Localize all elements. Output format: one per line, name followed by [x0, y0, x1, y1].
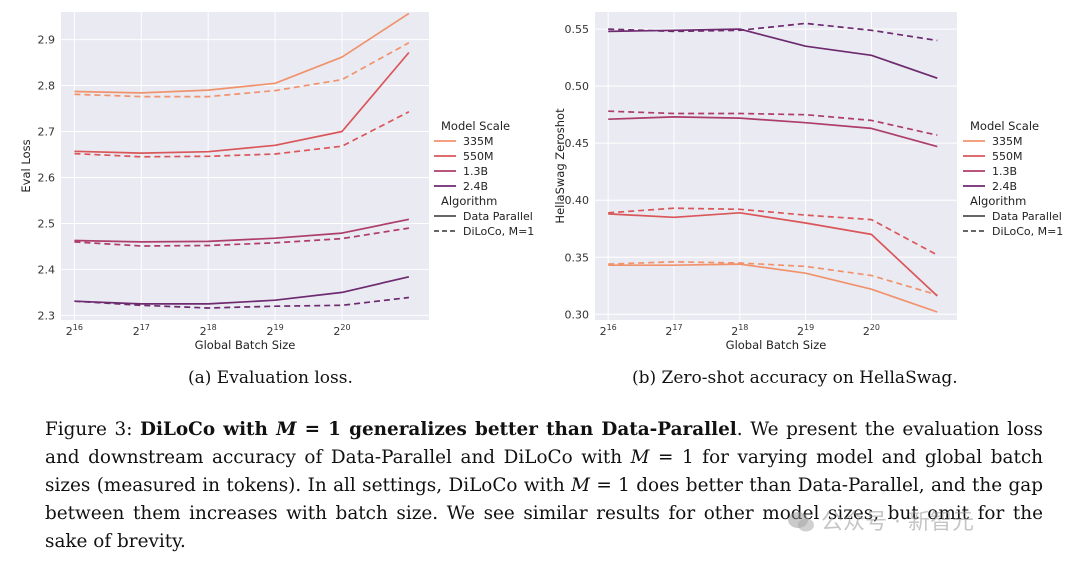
- subcaption-b: (b) Zero-shot accuracy on HellaSwag.: [632, 368, 958, 388]
- figure-caption: Figure 3: DiLoCo with M = 1 generalizes …: [45, 416, 1043, 556]
- y-tick-label: 2.7: [38, 126, 56, 139]
- series-line-335M-diloco: [74, 42, 410, 98]
- x-tick-label: 220: [333, 323, 350, 338]
- x-tick-label: 217: [665, 323, 682, 338]
- y-tick-label: 2.8: [38, 80, 56, 93]
- legend-item: 2.4B: [992, 180, 1017, 193]
- y-tick-label: 0.55: [565, 23, 590, 36]
- caption-bold-2: generalizes better than Data-Parallel: [349, 419, 737, 440]
- x-tick-label: 216: [600, 323, 617, 338]
- x-tick-label: 219: [797, 323, 814, 338]
- y-tick-label: 2.9: [38, 34, 56, 47]
- wechat-icon: [788, 512, 814, 532]
- series-line-1.3B-diloco: [608, 110, 938, 137]
- caption-math-rest-1: = 1: [649, 447, 694, 468]
- x-axis-label: Global Batch Size: [726, 338, 827, 352]
- y-tick-label: 0.30: [565, 308, 590, 321]
- figure-label: Figure 3:: [45, 419, 133, 440]
- y-tick-label: 0.45: [565, 137, 590, 150]
- x-tick-label: 218: [731, 323, 748, 338]
- caption-bold-math-var: M: [276, 419, 297, 440]
- legend-item: Data Parallel: [992, 210, 1062, 223]
- legend-item: 335M: [463, 135, 494, 148]
- legend-item: 1.3B: [992, 165, 1017, 178]
- x-tick-label: 220: [863, 323, 880, 338]
- x-tick-label: 216: [66, 323, 83, 338]
- series-line-2.4B-diloco: [608, 22, 938, 42]
- legend-title-algorithm: Algorithm: [441, 194, 497, 208]
- caption-bold-1: DiLoCo with: [140, 419, 268, 440]
- series-line-1.3B-diloco: [74, 227, 410, 247]
- legend-title-scale: Model Scale: [441, 119, 510, 133]
- y-tick-label: 2.3: [38, 309, 56, 322]
- series-line-550M-data-parallel: [608, 211, 938, 297]
- y-tick-label: 0.50: [565, 80, 590, 93]
- subcaption-a: (a) Evaluation loss.: [188, 368, 353, 388]
- legend-item: 550M: [992, 150, 1023, 163]
- y-axis-label: Eval Loss: [19, 139, 33, 192]
- legend-item: 550M: [463, 150, 494, 163]
- plot-area: [595, 12, 957, 320]
- legend-item: Data Parallel: [463, 210, 533, 223]
- y-tick-label: 0.35: [565, 251, 590, 264]
- plot-area: [61, 12, 429, 320]
- hellaswag-chart: 0.30 0.35 0.40 0.45 0.50 0.55 216 217 218 219 220 G…: [553, 12, 1063, 352]
- legend-item: DiLoCo, M=1: [992, 225, 1063, 238]
- series-line-550M-diloco: [608, 207, 938, 256]
- caption-bold-math-rest: = 1: [296, 419, 341, 440]
- x-axis-label: Global Batch Size: [195, 338, 296, 352]
- x-tick-label: 217: [133, 323, 150, 338]
- series-line-335M-diloco: [608, 260, 938, 296]
- series-line-2.4B-data-parallel: [74, 275, 410, 305]
- y-tick-label: 2.6: [38, 171, 56, 184]
- y-axis-label: HellaSwag Zeroshot: [553, 108, 567, 224]
- caption-math-rest-2: = 1: [589, 475, 630, 496]
- watermark-text: 公众号 · 新智元: [821, 510, 974, 535]
- series-line-550M-diloco: [74, 111, 410, 158]
- series-line-1.3B-data-parallel: [608, 116, 938, 148]
- series-line-550M-data-parallel: [74, 51, 410, 154]
- x-tick-label: 219: [267, 323, 284, 338]
- eval-loss-chart: 2.3 2.4 2.5 2.6 2.7 2.8 2.9 216 217 218 219 220 Glob…: [19, 12, 534, 352]
- legend-item: 335M: [992, 135, 1023, 148]
- caption-math-var-1: M: [630, 447, 650, 468]
- y-tick-label: 2.5: [38, 217, 56, 230]
- series-line-335M-data-parallel: [74, 12, 410, 94]
- caption-body-2: for varying model and global batch sizes…: [45, 447, 1043, 496]
- caption-math-var-2: M: [571, 475, 590, 496]
- legend-item: 2.4B: [463, 180, 488, 193]
- series-line-335M-data-parallel: [608, 263, 938, 313]
- legend-title-algorithm: Algorithm: [970, 194, 1026, 208]
- caption-body-1: . We present the evaluation loss and dow…: [45, 419, 1043, 468]
- legend-item: 1.3B: [463, 165, 488, 178]
- legend-item: DiLoCo, M=1: [463, 225, 534, 238]
- x-tick-label: 218: [200, 323, 217, 338]
- watermark: 公众号 · 新智元: [787, 504, 974, 536]
- y-tick-label: 0.40: [565, 194, 590, 207]
- series-line-2.4B-diloco: [74, 296, 409, 309]
- series-line-1.3B-data-parallel: [74, 218, 410, 243]
- legend-title-scale: Model Scale: [970, 119, 1039, 133]
- y-tick-label: 2.4: [38, 263, 56, 276]
